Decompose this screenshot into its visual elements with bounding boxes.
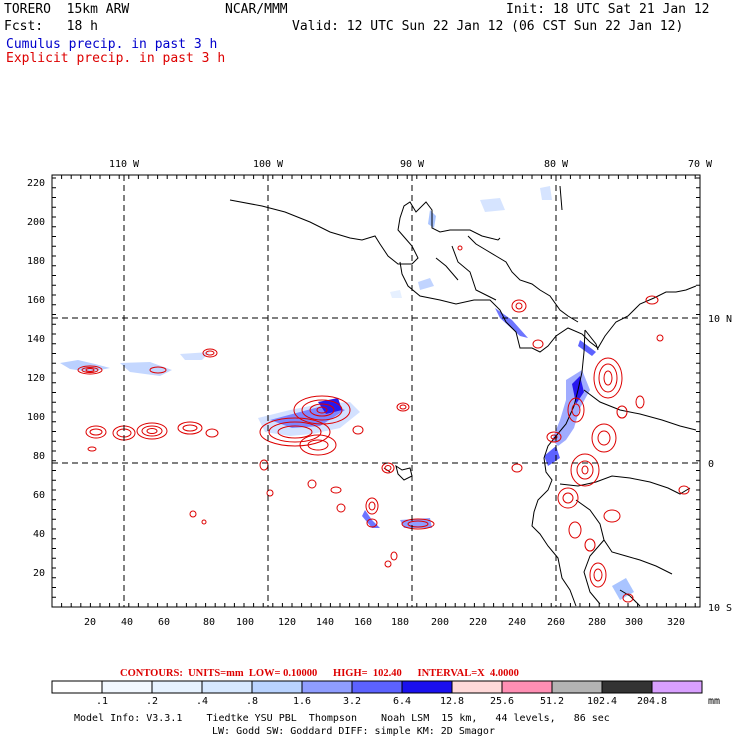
lat-label: 0	[708, 459, 714, 470]
x-tick-label: 20	[84, 617, 96, 628]
x-tick-label: 80	[203, 617, 215, 628]
lon-label: 80 W	[544, 159, 569, 170]
colorbar-label: .4	[196, 696, 208, 707]
y-tick-label: 160	[27, 295, 45, 306]
colorbar-label: .2	[146, 696, 158, 707]
lon-label: 70 W	[688, 159, 713, 170]
colorbar-swatch	[101, 680, 153, 694]
model-title: TORERO 15km ARW	[4, 2, 130, 17]
colorbar-swatch	[551, 680, 603, 694]
colorbar-swatch	[51, 680, 103, 694]
lat-label: 10 S	[708, 603, 732, 614]
colorbar-label: .1	[96, 696, 108, 707]
colorbar-label: 12.8	[440, 696, 464, 707]
colorbar-swatch	[401, 680, 453, 694]
forecast-hour: Fcst: 18 h	[4, 19, 98, 34]
x-tick-label: 320	[667, 617, 685, 628]
colorbar-swatch	[501, 680, 553, 694]
latitude-labels: 10 N 0 10 S	[708, 314, 732, 614]
y-tick-label: 200	[27, 217, 45, 228]
lat-label: 10 N	[708, 314, 732, 325]
colorbar-label: 3.2	[343, 696, 361, 707]
colorbar-label: .8	[246, 696, 258, 707]
x-tick-label: 60	[158, 617, 170, 628]
x-tick-label: 120	[278, 617, 296, 628]
contour-info: CONTOURS: UNITS=mm LOW= 0.10000 HIGH= 10…	[120, 668, 519, 679]
y-tick-label: 80	[33, 451, 45, 462]
x-tick-label: 100	[236, 617, 254, 628]
y-axis-ticks: 20 40 60 80 100 120 140 160 180 200 220	[27, 178, 45, 579]
x-tick-label: 40	[121, 617, 133, 628]
y-tick-label: 40	[33, 529, 45, 540]
model-info: Model Info: V3.3.1 Tiedtke YSU PBL Thomp…	[74, 713, 610, 724]
colorbar-unit: mm	[708, 696, 720, 707]
y-tick-label: 100	[27, 412, 45, 423]
y-tick-label: 60	[33, 490, 45, 501]
cumulus-legend: Cumulus precip. in past 3 h	[6, 37, 218, 52]
colorbar	[51, 680, 703, 694]
colorbar-label: 102.4	[587, 696, 617, 707]
org-label: NCAR/MMM	[225, 2, 288, 17]
colorbar-label: 25.6	[490, 696, 514, 707]
colorbar-swatch	[251, 680, 303, 694]
colorbar-swatch	[301, 680, 353, 694]
x-tick-label: 180	[391, 617, 409, 628]
colorbar-label: 204.8	[637, 696, 667, 707]
x-tick-label: 240	[508, 617, 526, 628]
x-tick-label: 280	[588, 617, 606, 628]
y-tick-label: 140	[27, 334, 45, 345]
lon-label: 90 W	[400, 159, 425, 170]
colorbar-label: 6.4	[393, 696, 411, 707]
x-tick-label: 220	[469, 617, 487, 628]
colorbar-swatch	[201, 680, 253, 694]
x-tick-label: 300	[625, 617, 643, 628]
map-frame	[51, 174, 701, 608]
x-tick-label: 260	[547, 617, 565, 628]
y-tick-label: 220	[27, 178, 45, 189]
longitude-labels: 110 W 100 W 90 W 80 W 70 W	[109, 159, 713, 170]
y-tick-label: 20	[33, 568, 45, 579]
colorbar-swatch	[451, 680, 503, 694]
x-tick-label: 140	[316, 617, 334, 628]
init-time: Init: 18 UTC Sat 21 Jan 12	[506, 2, 710, 17]
colorbar-label: 1.6	[293, 696, 311, 707]
colorbar-swatch	[651, 680, 703, 694]
lon-label: 100 W	[253, 159, 284, 170]
coastlines	[229, 185, 697, 607]
valid-time: Valid: 12 UTC Sun 22 Jan 12 (06 CST Sun …	[292, 19, 684, 34]
graticule	[52, 175, 700, 607]
x-tick-label: 160	[354, 617, 372, 628]
explicit-precip-contours	[77, 245, 690, 603]
y-tick-label: 120	[27, 373, 45, 384]
physics-info: LW: Godd SW: Goddard DIFF: simple KM: 2D…	[212, 726, 495, 737]
x-tick-label: 200	[431, 617, 449, 628]
colorbar-swatch	[351, 680, 403, 694]
colorbar-swatch	[601, 680, 653, 694]
axis-ticks	[51, 175, 700, 608]
cumulus-precip-shading	[60, 186, 634, 600]
colorbar-labels: .1 .2 .4 .8 1.6 3.2 6.4 12.8 25.6 51.2 1…	[96, 696, 667, 707]
y-tick-label: 180	[27, 256, 45, 267]
explicit-legend: Explicit precip. in past 3 h	[6, 51, 226, 66]
lon-label: 110 W	[109, 159, 140, 170]
colorbar-swatch	[151, 680, 203, 694]
colorbar-label: 51.2	[540, 696, 564, 707]
x-axis-ticks: 20 40 60 80 100 120 140 160 180 200 220 …	[84, 617, 685, 628]
